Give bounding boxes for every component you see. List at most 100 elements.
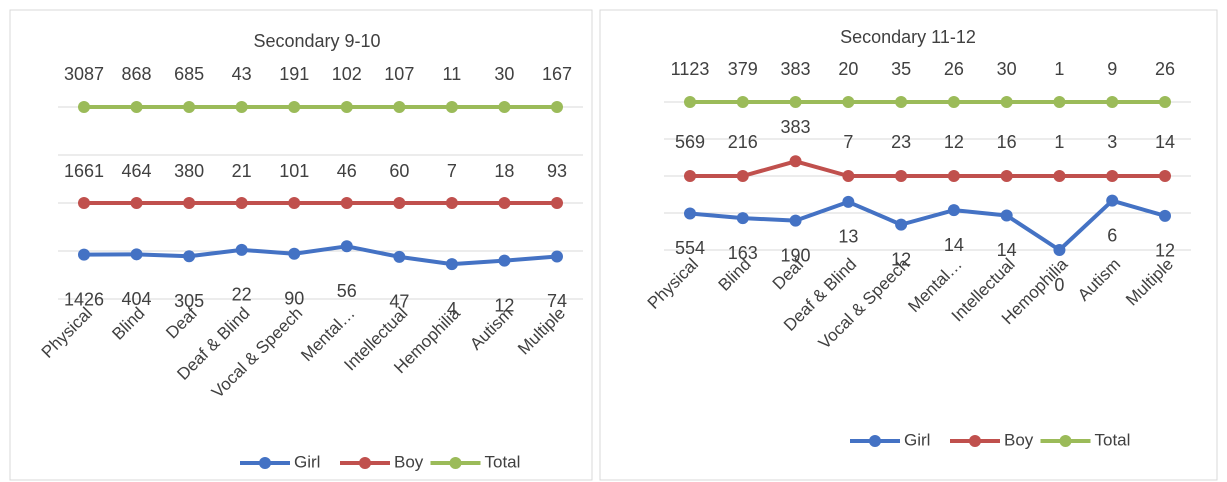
data-label: 90 xyxy=(284,289,304,309)
data-label: 12 xyxy=(944,132,964,152)
point xyxy=(340,240,353,253)
data-label: 7 xyxy=(447,161,457,181)
data-label: 1661 xyxy=(64,161,104,181)
point xyxy=(235,243,248,256)
point xyxy=(551,250,563,263)
point xyxy=(947,170,960,182)
legend-label: Total xyxy=(1095,430,1131,449)
data-label: 12 xyxy=(891,249,911,269)
data-label: 404 xyxy=(122,289,152,309)
data-label: 464 xyxy=(122,161,152,181)
point xyxy=(895,218,908,231)
data-label: 167 xyxy=(542,64,572,84)
point xyxy=(130,101,143,113)
point xyxy=(1106,170,1119,182)
data-label: 46 xyxy=(337,161,357,181)
data-label: 0 xyxy=(1054,275,1064,295)
legend-marker xyxy=(259,457,271,469)
point xyxy=(1053,96,1066,108)
point xyxy=(445,197,458,209)
data-label: 60 xyxy=(389,161,409,181)
point xyxy=(684,207,696,220)
data-label: 4 xyxy=(447,299,457,319)
data-label: 190 xyxy=(781,245,811,265)
data-label: 102 xyxy=(332,64,362,84)
point xyxy=(551,197,563,209)
data-label: 23 xyxy=(891,132,911,152)
data-label: 12 xyxy=(494,295,514,315)
data-label: 379 xyxy=(728,59,758,79)
data-label: 18 xyxy=(494,161,514,181)
point xyxy=(684,170,696,182)
legend-marker xyxy=(869,435,881,447)
data-label: 35 xyxy=(891,59,911,79)
data-label: 9 xyxy=(1107,59,1117,79)
point xyxy=(78,101,90,113)
legend-marker xyxy=(359,457,371,469)
point xyxy=(1106,194,1119,207)
point xyxy=(235,101,248,113)
point xyxy=(789,214,802,227)
data-label: 30 xyxy=(494,64,514,84)
legend-label: Girl xyxy=(294,452,320,471)
point xyxy=(842,195,855,208)
data-label: 20 xyxy=(838,59,858,79)
data-label: 7 xyxy=(843,132,853,152)
point xyxy=(445,258,458,271)
point xyxy=(393,197,406,209)
point xyxy=(789,155,802,168)
point xyxy=(183,101,196,113)
point xyxy=(498,254,511,267)
series-line xyxy=(83,244,558,267)
data-label: 107 xyxy=(384,64,414,84)
point xyxy=(789,96,802,108)
chart-title: Secondary 11-12 xyxy=(840,27,976,47)
point xyxy=(340,101,353,113)
data-label: 3 xyxy=(1107,132,1117,152)
chart-frame xyxy=(9,9,593,481)
point xyxy=(1159,96,1171,108)
point xyxy=(895,170,908,182)
legend-label: Girl xyxy=(904,430,930,449)
point xyxy=(1000,96,1013,108)
point xyxy=(1053,244,1066,256)
data-label: 569 xyxy=(675,132,705,152)
point xyxy=(340,197,353,209)
legend-label: Boy xyxy=(394,452,424,471)
data-label: 6 xyxy=(1107,225,1117,245)
data-label: 30 xyxy=(997,59,1017,79)
data-label: 56 xyxy=(337,281,357,301)
point xyxy=(895,96,908,108)
series-line xyxy=(689,198,1166,252)
data-label: 43 xyxy=(232,64,252,84)
point xyxy=(1000,170,1013,182)
point xyxy=(393,101,406,113)
legend-marker xyxy=(1059,435,1072,447)
data-label: 383 xyxy=(781,59,811,79)
data-label: 685 xyxy=(174,64,204,84)
data-label: 14 xyxy=(1155,132,1175,152)
data-label: 93 xyxy=(547,161,567,181)
data-label: 3087 xyxy=(64,64,104,84)
point xyxy=(288,197,301,209)
point xyxy=(842,96,855,108)
point xyxy=(1159,170,1171,182)
point xyxy=(393,250,406,263)
point xyxy=(1159,209,1171,222)
point xyxy=(235,197,248,209)
chart-frame xyxy=(599,9,1218,481)
point xyxy=(736,170,749,182)
data-label: 21 xyxy=(232,161,252,181)
point xyxy=(736,212,749,225)
point xyxy=(445,101,458,113)
data-label: 380 xyxy=(174,161,204,181)
point xyxy=(288,101,301,113)
data-label: 26 xyxy=(1155,59,1175,79)
point xyxy=(736,96,749,108)
data-label: 1 xyxy=(1054,132,1064,152)
data-label: 1123 xyxy=(671,59,710,79)
point xyxy=(1106,96,1119,108)
point xyxy=(130,197,143,209)
data-label: 14 xyxy=(997,240,1017,260)
